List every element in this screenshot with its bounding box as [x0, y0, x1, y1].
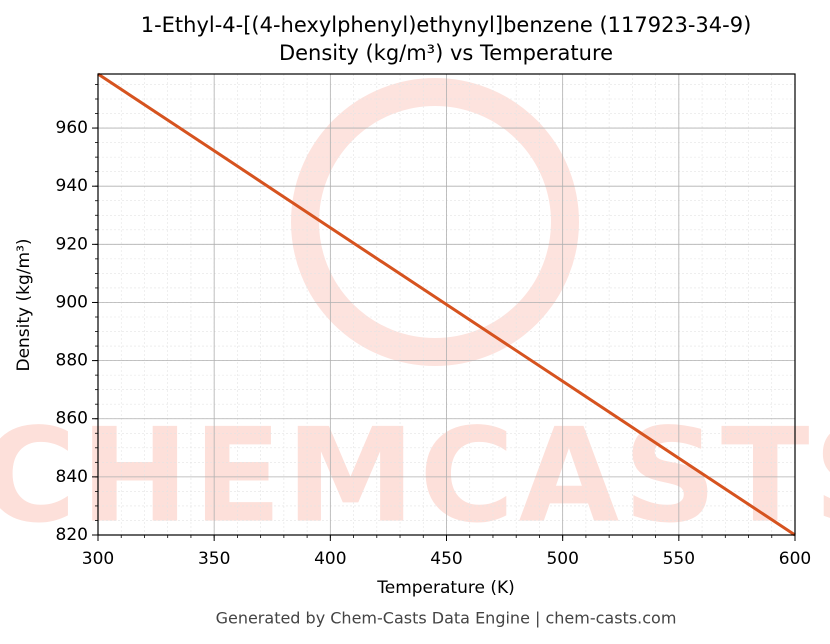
x-tick-label: 300	[82, 549, 114, 569]
x-tick-label: 450	[430, 549, 462, 569]
x-tick-label: 350	[198, 549, 230, 569]
watermark-logo	[291, 78, 579, 366]
y-tick-label: 860	[56, 409, 88, 429]
watermark: CHEMCASTS	[0, 400, 830, 552]
y-tick-label: 900	[56, 292, 88, 312]
y-tick-label: 920	[56, 234, 88, 254]
x-tick-label: 600	[779, 549, 811, 569]
y-axis-label: Density (kg/m³)	[14, 238, 34, 371]
x-tick-label: 550	[663, 549, 695, 569]
y-tick-label: 940	[56, 176, 88, 196]
x-tick-label: 500	[546, 549, 578, 569]
data-line	[97, 72, 796, 537]
y-tick-label: 880	[56, 351, 88, 371]
chart-subtitle: Density (kg/m³) vs Temperature	[279, 41, 613, 65]
footer: Generated by Chem-Casts Data Engine | ch…	[216, 609, 677, 628]
x-axis-label: Temperature (K)	[376, 578, 515, 598]
y-tick-label: 820	[56, 525, 88, 545]
chart-title: 1-Ethyl-4-[(4-hexylphenyl)ethynyl]benzen…	[141, 13, 752, 37]
y-tick-label: 960	[56, 118, 88, 138]
plot-frame	[97, 73, 796, 536]
y-tick-label: 840	[56, 467, 88, 487]
x-tick-label: 400	[314, 549, 346, 569]
